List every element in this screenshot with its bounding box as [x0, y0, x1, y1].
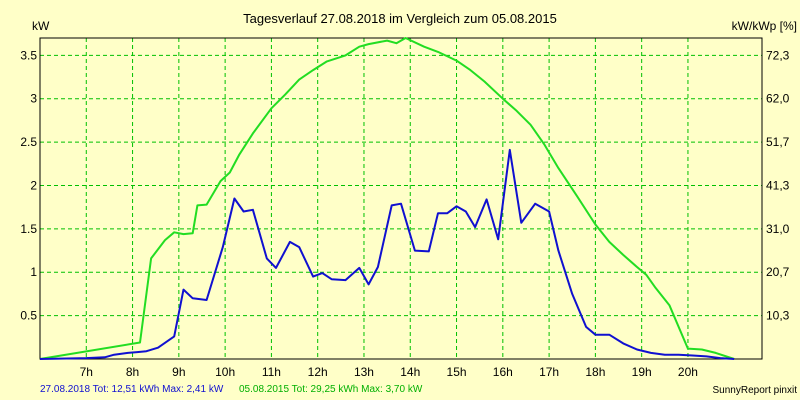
y-tick-label-right: 72,3: [766, 48, 790, 62]
y-axis-right-label: kW/kWp [%]: [732, 19, 797, 33]
y-axis-left-label: kW: [32, 19, 50, 33]
x-tick-label: 18h: [585, 365, 605, 379]
grid: [40, 38, 762, 359]
x-tick-label: 17h: [539, 365, 559, 379]
legend-2018: 27.08.2018 Tot: 12,51 kWh Max: 2,41 kW: [40, 384, 224, 395]
series-line-27-08-2018: [39, 148, 735, 360]
tick-labels: 7h 8h 9h 10h 11h 12h 13h 14h 15h 16h 17h 18h 19h 20h 0…: [20, 48, 789, 379]
y-tick-label-left: 1: [30, 265, 37, 279]
x-tick-label: 19h: [632, 365, 652, 379]
plot-frame: [39, 37, 763, 360]
y-tick-label-left: 3.5: [20, 48, 37, 62]
y-tick-label-right: 31,0: [766, 222, 790, 236]
y-tick-label-left: 2: [30, 178, 37, 192]
y-tick-label-right: 10,3: [766, 309, 790, 323]
x-tick-label: 12h: [308, 365, 328, 379]
legend-2015: 05.08.2015 Tot: 29,25 kWh Max: 3,70 kW: [239, 384, 423, 395]
y-tick-label-left: 1.5: [20, 222, 37, 236]
y-tick-label-left: 2.5: [20, 135, 37, 149]
x-tick-label: 9h: [172, 365, 185, 379]
y-tick-label-left: 3: [30, 92, 37, 106]
y-tick-label-right: 20,7: [766, 265, 790, 279]
x-tick-label: 11h: [262, 365, 281, 379]
x-tick-label: 10h: [215, 365, 235, 379]
y-tick-label-left: 0.5: [20, 309, 37, 323]
x-tick-label: 13h: [354, 365, 374, 379]
credit-text: SunnyReport pinxit: [713, 385, 798, 396]
x-tick-label: 7h: [80, 365, 93, 379]
y-tick-label-right: 51,7: [766, 135, 790, 149]
y-tick-label-right: 41,3: [766, 178, 790, 192]
x-tick-label: 15h: [447, 365, 467, 379]
x-tick-label: 14h: [400, 365, 420, 379]
x-tick-label: 8h: [126, 365, 139, 379]
series-line-05-08-2015: [39, 37, 735, 360]
x-tick-label: 20h: [678, 365, 698, 379]
y-tick-label-right: 62,0: [766, 92, 790, 106]
x-tick-label: 16h: [493, 365, 513, 379]
chart-title: Tagesverlauf 27.08.2018 im Vergleich zum…: [243, 11, 557, 26]
series: [39, 37, 735, 360]
